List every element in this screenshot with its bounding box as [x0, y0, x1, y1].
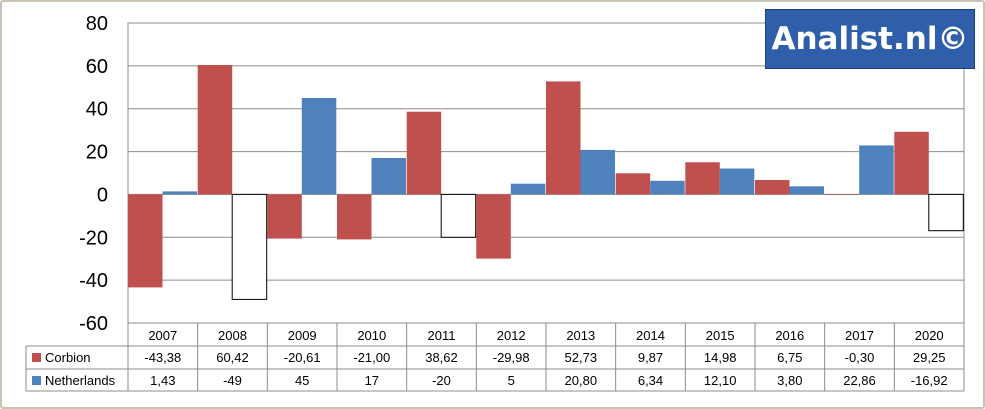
data-label-netherlands: 5: [508, 373, 515, 388]
data-label-corbion: 14,98: [704, 350, 737, 365]
bar-corbion-2010: [337, 194, 372, 240]
bar-netherlands-2020: [928, 193, 964, 232]
bar-corbion-2016: [755, 180, 790, 195]
y-tick-label: -20: [79, 227, 108, 249]
bar-netherlands-2013: [580, 149, 615, 195]
bar-netherlands-2009: [301, 98, 337, 195]
data-label-netherlands: 22,86: [843, 373, 876, 388]
legend-label-netherlands: Netherlands: [45, 373, 116, 388]
x-category-label: 2010: [357, 328, 386, 343]
bar-netherlands-2007: [162, 191, 197, 195]
bar-corbion-2009: [267, 194, 302, 239]
data-label-corbion: 52,73: [565, 350, 598, 365]
bar-netherlands-2014: [650, 180, 685, 195]
x-category-label: 2013: [566, 328, 595, 343]
bar-corbion-2007: [128, 194, 163, 288]
data-label-corbion: 60,42: [216, 350, 249, 365]
data-label-corbion: -0,30: [845, 350, 875, 365]
bar-corbion-2011: [406, 111, 442, 195]
bar-netherlands-2015: [719, 168, 755, 195]
data-label-netherlands: 17: [365, 373, 379, 388]
bar-netherlands-2010: [371, 158, 406, 195]
bar-corbion-2014: [615, 173, 651, 195]
x-category-label: 2015: [706, 328, 735, 343]
data-label-netherlands: 1,43: [150, 373, 175, 388]
data-label-corbion: -21,00: [353, 350, 390, 365]
y-tick-label: -60: [79, 313, 108, 335]
data-label-corbion: -20,61: [284, 350, 321, 365]
bar-netherlands-2016: [789, 186, 824, 195]
x-category-label: 2017: [845, 328, 874, 343]
x-category-label: 2008: [218, 328, 247, 343]
data-label-netherlands: 45: [295, 373, 309, 388]
y-tick-label: -40: [79, 270, 108, 292]
x-category-label: 2016: [775, 328, 804, 343]
data-label-corbion: 38,62: [425, 350, 458, 365]
x-category-label: 2014: [636, 328, 665, 343]
data-label-corbion: 9,87: [638, 350, 663, 365]
legend-key-corbion: [32, 353, 41, 362]
data-label-corbion: -43,38: [144, 350, 181, 365]
legend-label-corbion: Corbion: [45, 350, 91, 365]
data-label-netherlands: -16,92: [911, 373, 948, 388]
data-label-netherlands: -20: [432, 373, 451, 388]
y-tick-label: 60: [86, 56, 108, 78]
y-tick-label: 20: [86, 142, 108, 164]
data-label-corbion: 6,75: [777, 350, 802, 365]
bar-corbion-2008: [197, 65, 233, 195]
data-label-corbion: 29,25: [913, 350, 946, 365]
legend-key-netherlands: [32, 376, 41, 385]
bar-netherlands-2017: [859, 145, 894, 195]
data-label-netherlands: 3,80: [777, 373, 802, 388]
bar-corbion-2017: [824, 194, 860, 195]
bar-corbion-2013: [546, 81, 581, 195]
x-category-label: 2020: [915, 328, 944, 343]
y-tick-label: 80: [86, 13, 108, 35]
bar-netherlands-2012: [510, 183, 546, 195]
bar-netherlands-2011: [440, 193, 477, 238]
data-label-netherlands: 20,80: [565, 373, 598, 388]
y-tick-label: 40: [86, 99, 108, 121]
x-category-label: 2007: [148, 328, 177, 343]
bar-corbion-2020: [894, 131, 929, 195]
bar-corbion-2015: [685, 162, 720, 195]
x-category-label: 2009: [288, 328, 317, 343]
data-label-netherlands: -49: [223, 373, 242, 388]
data-label-corbion: -29,98: [493, 350, 530, 365]
data-label-netherlands: 6,34: [638, 373, 663, 388]
analist-logo: Analist.nl©: [765, 9, 975, 69]
x-category-label: 2011: [428, 328, 456, 343]
x-category-label: 2012: [497, 328, 526, 343]
data-label-netherlands: 12,10: [704, 373, 737, 388]
bar-netherlands-2008: [231, 193, 268, 300]
y-tick-label: 0: [97, 184, 108, 206]
bar-corbion-2012: [476, 194, 511, 259]
